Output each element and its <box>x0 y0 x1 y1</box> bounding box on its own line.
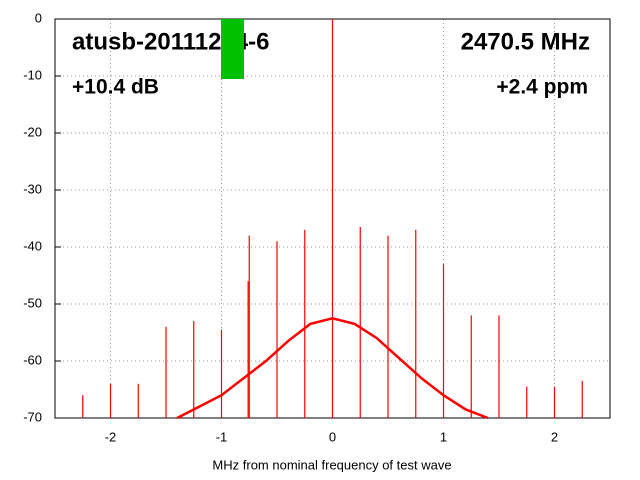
x-tick-label: 1 <box>440 429 447 444</box>
level-bar <box>221 19 244 79</box>
y-tick-label: -50 <box>23 295 42 310</box>
frequency: 2470.5 MHz <box>461 28 590 55</box>
y-tick-label: -60 <box>23 352 42 367</box>
x-axis-label: MHz from nominal frequency of test wave <box>212 457 451 472</box>
y-tick-label: -40 <box>23 238 42 253</box>
y-tick-label: 0 <box>35 10 42 25</box>
x-tick-label: -2 <box>105 429 117 444</box>
x-tick-label: 0 <box>329 429 336 444</box>
y-tick-label: -10 <box>23 67 42 82</box>
ppm: +2.4 ppm <box>496 76 588 99</box>
y-tick-label: -20 <box>23 124 42 139</box>
x-tick-label: 2 <box>551 429 558 444</box>
power: +10.4 dB <box>72 76 159 99</box>
y-tick-label: -30 <box>23 181 42 196</box>
x-tick-label: -1 <box>216 429 228 444</box>
y-tick-label: -70 <box>23 409 42 424</box>
